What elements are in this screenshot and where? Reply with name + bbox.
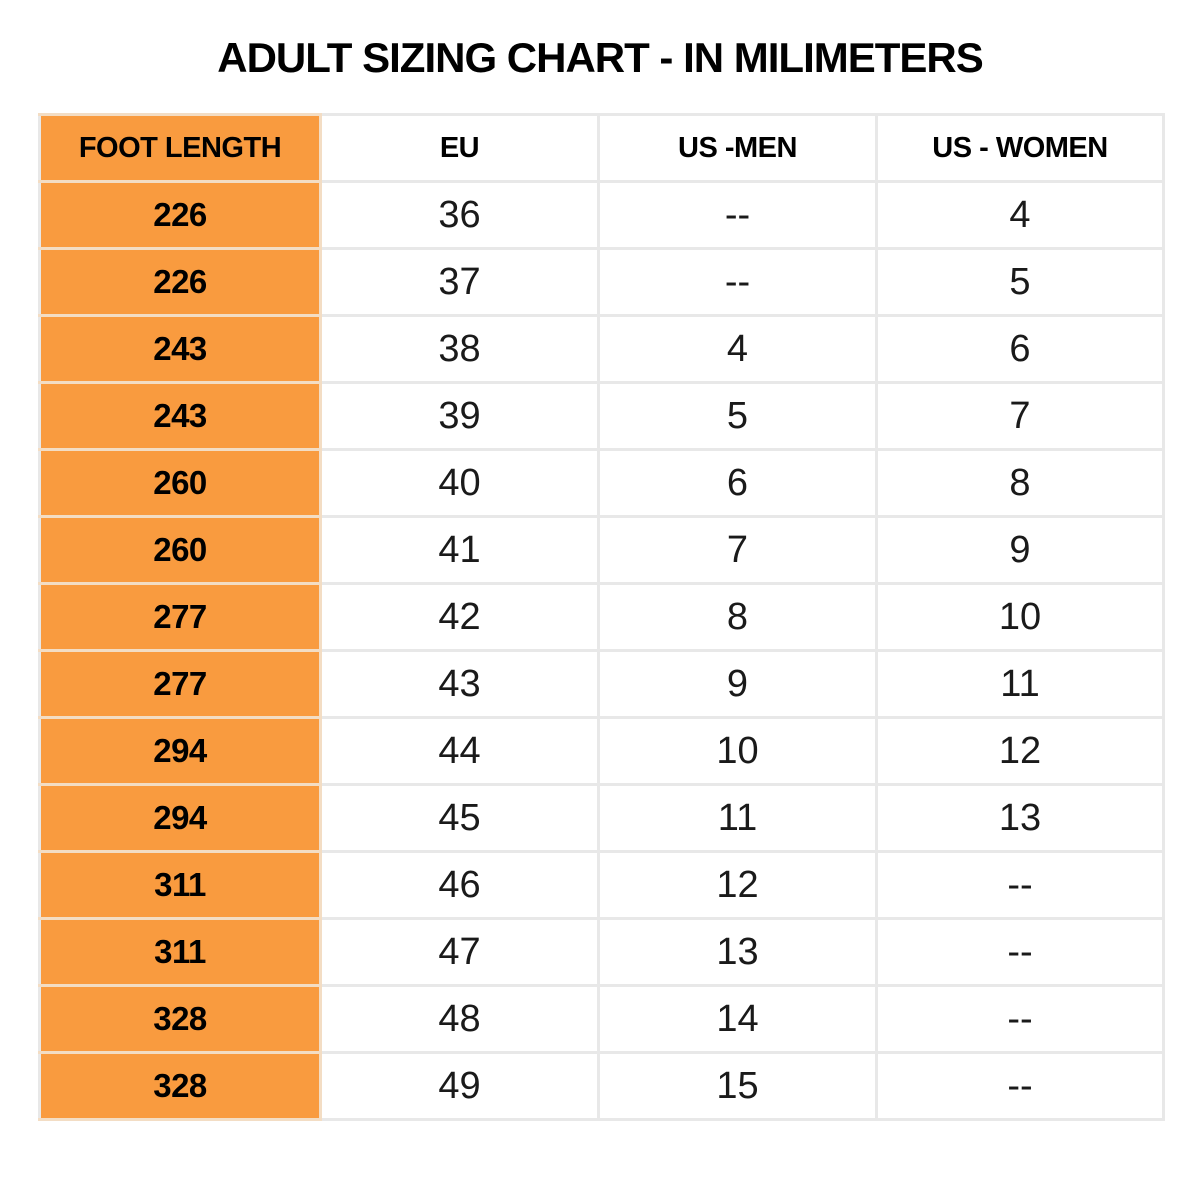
table-cell: 8 xyxy=(875,448,1165,518)
foot-length-cell: 226 xyxy=(38,180,322,250)
table-cell: 49 xyxy=(319,1051,600,1121)
table-cell: 39 xyxy=(319,381,600,451)
table-cell: 11 xyxy=(597,783,878,853)
table-cell: 8 xyxy=(597,582,878,652)
table-cell: 13 xyxy=(875,783,1165,853)
foot-length-cell: 243 xyxy=(38,381,322,451)
foot-length-cell: 260 xyxy=(38,448,322,518)
table-row: 328 49 15 -- xyxy=(38,1051,1165,1121)
table-row: 294 44 10 12 xyxy=(38,716,1165,786)
column-header-cell: US -MEN xyxy=(597,113,878,183)
table-cell: 38 xyxy=(319,314,600,384)
table-cell: 10 xyxy=(597,716,878,786)
column-header-cell: US - WOMEN xyxy=(875,113,1165,183)
table-cell: 43 xyxy=(319,649,600,719)
foot-length-cell: 294 xyxy=(38,716,322,786)
table-cell: 5 xyxy=(875,247,1165,317)
sizing-table: FOOT LENGTH EU US -MEN US - WOMEN 226 36 -- 4 2… xyxy=(38,113,1165,1121)
table-cell: 15 xyxy=(597,1051,878,1121)
table-cell: -- xyxy=(875,850,1165,920)
table-row: 294 45 11 13 xyxy=(38,783,1165,853)
foot-length-cell: 328 xyxy=(38,1051,322,1121)
table-cell: 5 xyxy=(597,381,878,451)
table-row: 277 42 8 10 xyxy=(38,582,1165,652)
table-cell: 10 xyxy=(875,582,1165,652)
table-row: 328 48 14 -- xyxy=(38,984,1165,1054)
foot-length-cell: 226 xyxy=(38,247,322,317)
table-cell: 36 xyxy=(319,180,600,250)
table-cell: 40 xyxy=(319,448,600,518)
table-cell: 11 xyxy=(875,649,1165,719)
table-cell: 45 xyxy=(319,783,600,853)
foot-length-cell: 311 xyxy=(38,917,322,987)
table-cell: 44 xyxy=(319,716,600,786)
table-body: 226 36 -- 4 226 37 -- 5 243 38 4 6 243 39 5 7 260 40 6 8 260… xyxy=(38,180,1165,1121)
foot-length-cell: 243 xyxy=(38,314,322,384)
table-row: 311 47 13 -- xyxy=(38,917,1165,987)
table-row: 226 37 -- 5 xyxy=(38,247,1165,317)
table-cell: 48 xyxy=(319,984,600,1054)
foot-length-cell: 328 xyxy=(38,984,322,1054)
foot-length-cell: 294 xyxy=(38,783,322,853)
table-cell: 14 xyxy=(597,984,878,1054)
table-row: 243 38 4 6 xyxy=(38,314,1165,384)
table-cell: 6 xyxy=(875,314,1165,384)
foot-length-cell: 260 xyxy=(38,515,322,585)
table-row: 226 36 -- 4 xyxy=(38,180,1165,250)
table-cell: 46 xyxy=(319,850,600,920)
table-cell: 4 xyxy=(597,314,878,384)
table-row: 243 39 5 7 xyxy=(38,381,1165,451)
table-cell: 9 xyxy=(875,515,1165,585)
table-cell: 9 xyxy=(597,649,878,719)
table-cell: -- xyxy=(875,917,1165,987)
table-cell: 4 xyxy=(875,180,1165,250)
table-cell: -- xyxy=(875,1051,1165,1121)
table-cell: 12 xyxy=(875,716,1165,786)
foot-length-cell: 311 xyxy=(38,850,322,920)
foot-length-cell: 277 xyxy=(38,649,322,719)
table-cell: -- xyxy=(597,180,878,250)
table-cell: 41 xyxy=(319,515,600,585)
foot-length-cell: 277 xyxy=(38,582,322,652)
table-cell: 37 xyxy=(319,247,600,317)
table-cell: 12 xyxy=(597,850,878,920)
table-cell: -- xyxy=(875,984,1165,1054)
table-row: 277 43 9 11 xyxy=(38,649,1165,719)
table-cell: 42 xyxy=(319,582,600,652)
table-cell: 47 xyxy=(319,917,600,987)
table-cell: 6 xyxy=(597,448,878,518)
table-cell: 7 xyxy=(597,515,878,585)
page-title: ADULT SIZING CHART - IN MILIMETERS xyxy=(217,34,984,81)
table-cell: 13 xyxy=(597,917,878,987)
column-header-foot-length: FOOT LENGTH xyxy=(38,113,322,183)
column-header-cell: EU xyxy=(319,113,600,183)
table-row: 311 46 12 -- xyxy=(38,850,1165,920)
table-header: FOOT LENGTH EU US -MEN US - WOMEN xyxy=(38,113,1165,183)
header-row: FOOT LENGTH EU US -MEN US - WOMEN xyxy=(38,113,1165,183)
table-cell: -- xyxy=(597,247,878,317)
table-cell: 7 xyxy=(875,381,1165,451)
table-row: 260 40 6 8 xyxy=(38,448,1165,518)
table-row: 260 41 7 9 xyxy=(38,515,1165,585)
